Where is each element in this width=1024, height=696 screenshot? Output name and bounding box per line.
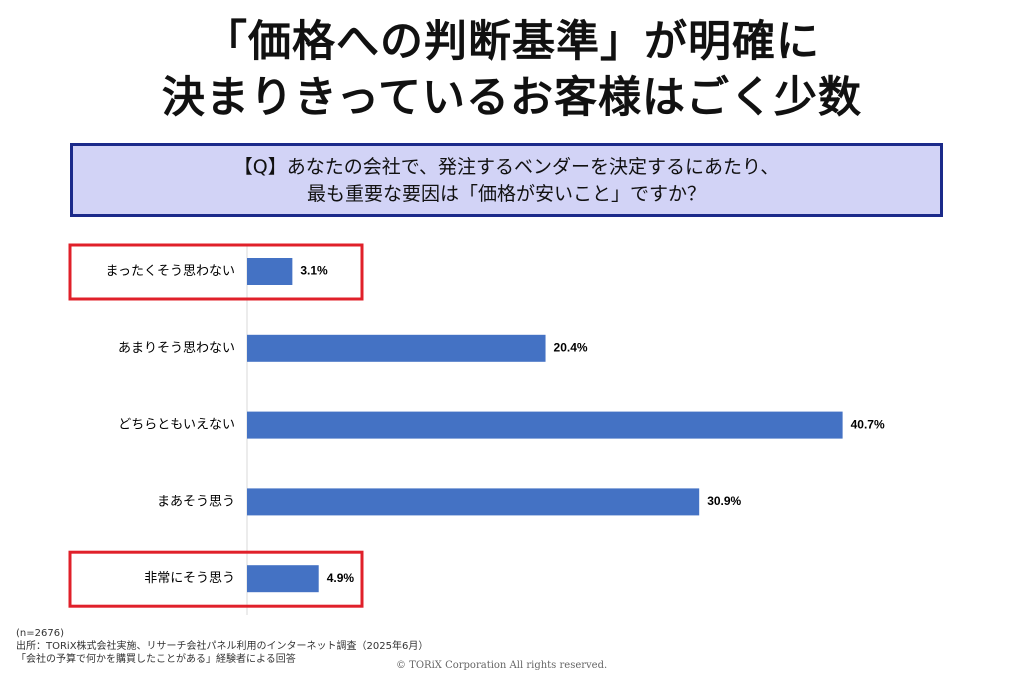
- value-label-5: 4.9%: [327, 571, 355, 585]
- question-box: 【Q】あなたの会社で、発注するベンダーを決定するにあたり、 最も重要な要因は「価…: [70, 143, 943, 217]
- bar-2: [247, 334, 546, 362]
- question-line-1: 【Q】あなたの会社で、発注するベンダーを決定するにあたり、: [233, 156, 780, 178]
- bar-5: [247, 565, 319, 593]
- value-label-2: 20.4%: [554, 340, 588, 354]
- bar-4: [247, 488, 700, 516]
- source-note: 出所：TORiX株式会社実施、リサーチ会社パネル利用のインターネット調査（202…: [16, 641, 429, 652]
- page-title: 「価格への判断基準」が明確に 決まりきっているお客様はごく少数: [0, 14, 1024, 126]
- category-label-3: どちらともいえない: [118, 418, 235, 433]
- highlight-box-1: [68, 243, 364, 301]
- bar-3: [247, 411, 843, 439]
- bars-group: [247, 258, 843, 593]
- category-labels-group: まったくそう思わないあまりそう思わないどちらともいえないまあそう思う非常にそう思…: [106, 264, 235, 586]
- sample-size-note: (n=2676): [16, 628, 64, 639]
- respondents-note: 「会社の予算で何かを購買したことがある」経験者による回答: [16, 654, 296, 665]
- category-label-1: まったくそう思わない: [106, 264, 235, 279]
- copyright-notice: © TORiX Corporation All rights reserved.: [396, 660, 608, 671]
- highlight-group: [68, 243, 364, 608]
- value-label-4: 30.9%: [707, 494, 741, 508]
- footnotes: (n=2676) 出所：TORiX株式会社実施、リサーチ会社パネル利用のインター…: [16, 627, 428, 666]
- value-label-1: 3.1%: [300, 264, 328, 278]
- category-label-5: 非常にそう思う: [144, 571, 235, 586]
- category-label-4: まあそう思う: [157, 494, 235, 509]
- bar-1: [247, 258, 293, 285]
- title-line-1: 「価格への判断基準」が明確に: [204, 17, 820, 67]
- value-labels-group: 3.1% 20.4% 40.7% 30.9% 4.9%: [300, 264, 885, 585]
- title-line-2: 決まりきっているお客様はごく少数: [161, 73, 863, 123]
- value-label-3: 40.7%: [851, 417, 885, 431]
- category-label-2: あまりそう思わない: [118, 341, 235, 356]
- highlight-box-5: [68, 550, 364, 608]
- question-line-2: 最も重要な要因は「価格が安いこと」ですか？: [306, 183, 706, 205]
